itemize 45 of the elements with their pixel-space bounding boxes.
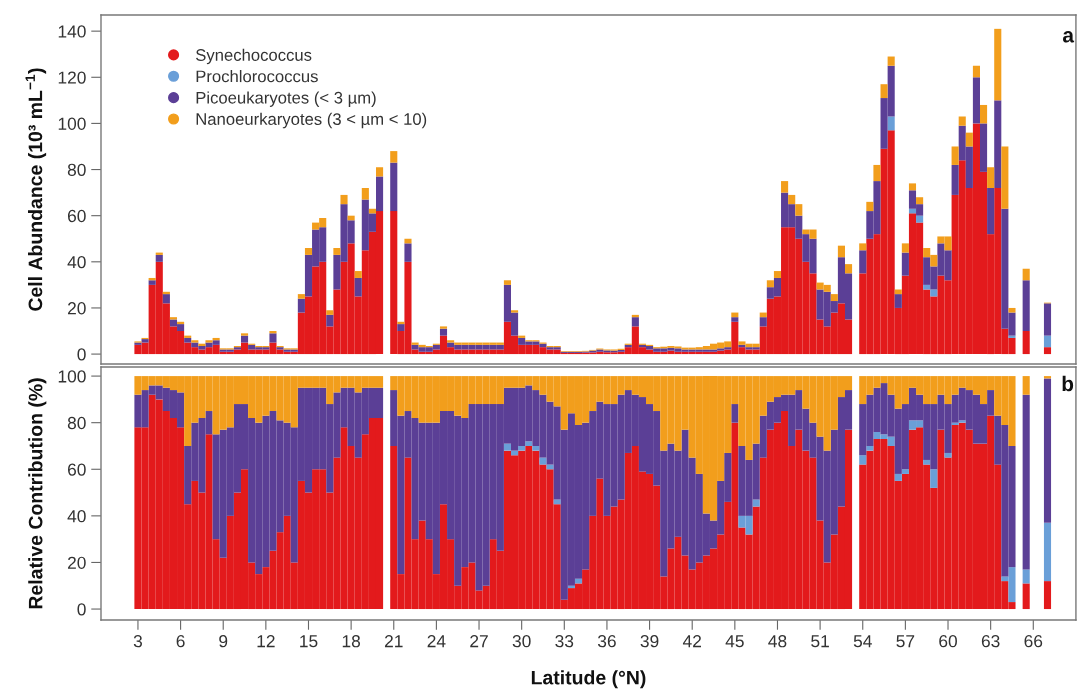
x-axis-title: Latitude (°N): [531, 670, 646, 689]
x-tick-label: 33: [555, 635, 574, 648]
y-tick-label: 40: [67, 510, 86, 523]
y-tick-label: 0: [77, 603, 86, 616]
y-axis-title: Relative Contribution (%): [28, 378, 47, 609]
x-tick-label: 3: [133, 635, 143, 648]
y-tick-label: 20: [67, 302, 86, 315]
x-tick-label: 24: [427, 635, 446, 648]
legend-label: Synechococcus: [196, 48, 312, 65]
x-tick-label: 6: [176, 635, 185, 648]
x-tick-label: 51: [811, 635, 829, 648]
x-tick-label: 54: [853, 635, 872, 648]
y-tick-label: 120: [58, 71, 86, 84]
x-tick-label: 57: [896, 635, 915, 648]
y-tick-label: 80: [67, 163, 86, 177]
x-tick-label: 15: [300, 635, 318, 648]
y-tick-label: 100: [58, 370, 86, 383]
x-tick-label: 45: [725, 635, 744, 648]
y-tick-label: 80: [67, 416, 86, 430]
legend-label: Prochlorococcus: [196, 70, 318, 83]
x-tick-label: 21: [384, 635, 403, 648]
x-tick-label: 18: [342, 635, 361, 648]
x-tick-label: 48: [768, 635, 787, 648]
x-tick-label: 63: [981, 635, 1000, 648]
y-tick-label: 140: [58, 25, 86, 38]
annotation: a: [1063, 31, 1075, 43]
x-tick-label: 60: [939, 635, 957, 648]
y-tick-label: 100: [58, 117, 86, 130]
y-tick-label: 40: [67, 255, 86, 269]
x-tick-label: 66: [1024, 635, 1043, 648]
legend-label: Picoeukaryotes (< 3 µm): [196, 91, 376, 107]
x-tick-label: 12: [257, 635, 275, 648]
x-tick-label: 9: [219, 635, 228, 648]
legend-label: Nanoeurkaryotes (3 < µm < 10): [196, 112, 427, 129]
x-tick-label: 27: [470, 635, 488, 648]
x-tick-label: 42: [682, 635, 701, 648]
y-axis-title: Cell Abundance (10³ mL$^{−1}$): [25, 68, 47, 311]
annotation: b: [1062, 375, 1074, 392]
x-tick-label: 39: [640, 635, 659, 648]
y-tick-label: 60: [67, 463, 86, 476]
y-tick-label: 0: [77, 348, 86, 361]
y-tick-label: 20: [67, 556, 86, 569]
x-tick-label: 36: [597, 635, 616, 648]
y-tick-label: 60: [67, 209, 86, 223]
x-tick-label: 30: [512, 635, 531, 648]
